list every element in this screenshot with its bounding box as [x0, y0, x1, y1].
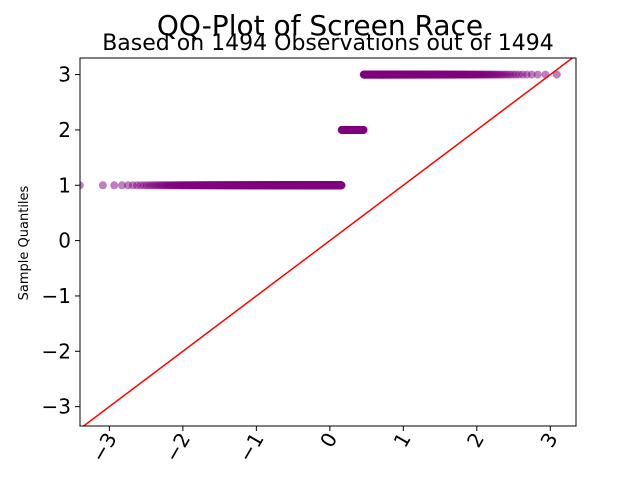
x-tick-label: 1: [388, 429, 415, 452]
y-tick-label: 1: [58, 173, 71, 197]
data-point: [110, 181, 119, 190]
plot-area: [80, 58, 576, 426]
y-axis: −3 −2 −1 0 1 2 3: [42, 63, 80, 419]
data-point: [98, 181, 107, 190]
data-point: [552, 70, 561, 79]
y-tick-label: −3: [42, 395, 71, 419]
chart-subtitle: Based on 1494 Observations out of 1494: [102, 31, 554, 56]
data-point: [337, 181, 346, 190]
reference-line: [82, 58, 574, 426]
data-point: [118, 181, 127, 190]
x-tick-label: 3: [535, 429, 562, 452]
x-axis: −3 −2 −1 0 1 2 3: [86, 426, 563, 467]
y-tick-label: −1: [42, 284, 71, 308]
data-point: [527, 70, 536, 79]
sample-points: [80, 70, 576, 190]
x-tick-label: 2: [462, 429, 489, 452]
x-tick-label: 0: [315, 429, 342, 452]
x-tick-label: −2: [160, 429, 196, 467]
y-tick-label: 2: [58, 118, 71, 142]
x-tick-label: −1: [233, 429, 269, 467]
y-tick-label: 0: [58, 229, 71, 253]
data-point: [575, 73, 576, 76]
plot-frame: [79, 57, 577, 427]
chart-title: QQ-Plot of Screen Race: [157, 9, 483, 42]
x-tick-label: −3: [86, 429, 122, 467]
y-tick-label: 3: [58, 63, 71, 87]
y-axis-label: Sample Quantiles: [17, 185, 32, 300]
y-tick-label: −2: [42, 339, 71, 363]
data-point: [80, 181, 84, 190]
data-point: [533, 70, 542, 79]
data-point: [359, 125, 368, 134]
